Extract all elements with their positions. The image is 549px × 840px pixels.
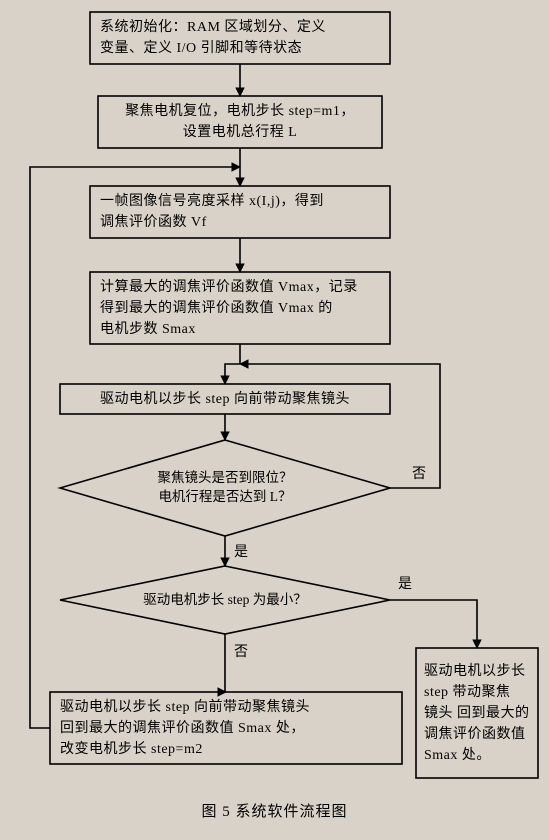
flow-node-n2-text: 聚焦电机复位，电机步长 step=m1，设置电机总行程 L bbox=[98, 96, 382, 148]
edge-d2-n7 bbox=[390, 600, 477, 648]
edge-label-d2_no: 否 bbox=[234, 645, 248, 660]
flow-node-n4-text: 计算最大的调焦评价函数值 Vmax，记录得到最大的调焦评价函数值 Vmax 的电… bbox=[90, 272, 390, 344]
edge-d2-n6 bbox=[225, 634, 226, 692]
flow-node-n3-text: 一帧图像信号亮度采样 x(I,j)，得到调焦评价函数 Vf bbox=[90, 186, 390, 238]
flow-decision-d1-text: 聚焦镜头是否到限位？电机行程是否达到 L？ bbox=[115, 446, 335, 530]
flow-node-n6-text: 驱动电机以步长 step 向前带动聚焦镜头回到最大的调焦评价函数值 Smax 处… bbox=[50, 692, 402, 764]
edge-label-d1_yes: 是 bbox=[234, 545, 248, 560]
flow-node-n1-text: 系统初始化：RAM 区域划分、定义变量、定义 I/O 引脚和等待状态 bbox=[90, 12, 390, 64]
flow-node-n5-text: 驱动电机以步长 step 向前带动聚焦镜头 bbox=[60, 384, 390, 414]
edge-label-d1_no: 否 bbox=[412, 467, 426, 482]
caption: 图 5 系统软件流程图 bbox=[0, 800, 549, 830]
edge-label-d2_yes: 是 bbox=[398, 577, 412, 592]
flow-node-n7-text: 驱动电机以步长step 带动聚焦镜头 回到最大的调焦评价函数值Smax 处。 bbox=[416, 648, 538, 778]
flow-decision-d2-text: 驱动电机步长 step 为最小？ bbox=[115, 572, 335, 628]
edge-joint2-n5 bbox=[225, 364, 240, 384]
